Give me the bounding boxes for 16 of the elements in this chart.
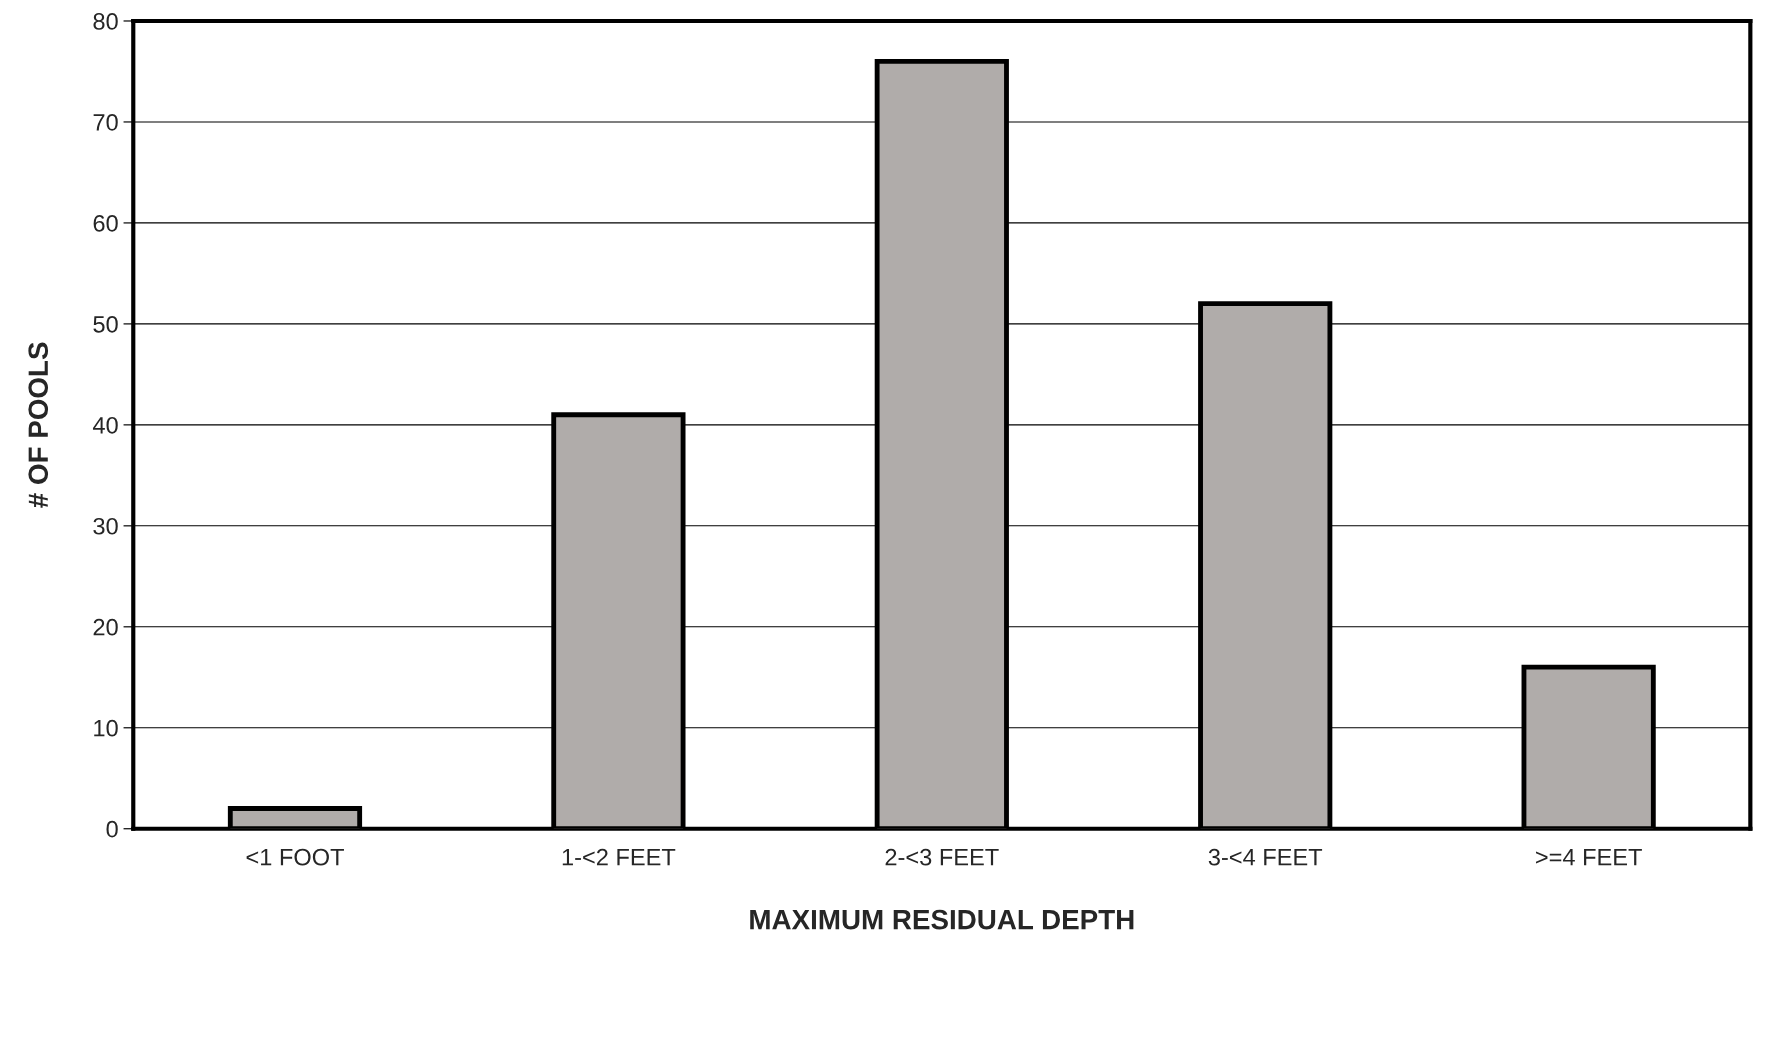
y-tick-label: 60 xyxy=(93,214,118,232)
y-axis-title: # OF POOLS xyxy=(28,342,49,508)
y-tick-label: 40 xyxy=(92,416,118,434)
y-tick-label: 0 xyxy=(106,820,118,838)
x-tick-label: >=4 FEET xyxy=(1536,849,1642,866)
x-tick-label: 1-<2 FEET xyxy=(562,848,676,866)
x-tick-label: <1 FOOT xyxy=(246,848,344,866)
x-tick-label: 3-<4 FEET xyxy=(1208,848,1323,866)
y-tick-label: 80 xyxy=(93,13,118,30)
y-tick-label: 30 xyxy=(93,517,118,535)
y-tick-label: 50 xyxy=(93,315,118,333)
y-tick-label: 20 xyxy=(93,618,118,636)
x-axis-title: MAXIMUM RESIDUAL DEPTH xyxy=(750,909,1134,930)
y-tick-label: 70 xyxy=(93,114,118,131)
x-tick-label: 2-<3 FEET xyxy=(885,848,999,866)
y-tick-label: 10 xyxy=(94,719,118,737)
